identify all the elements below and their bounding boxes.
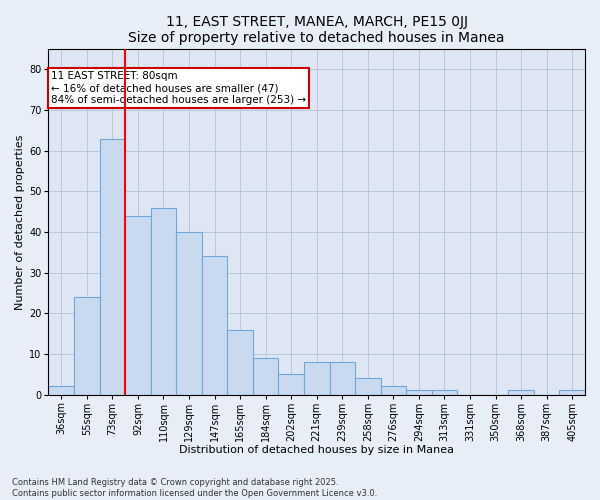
Bar <box>380 386 406 394</box>
Bar <box>406 390 432 394</box>
Bar <box>304 362 329 394</box>
Bar <box>176 232 202 394</box>
Bar <box>559 390 585 394</box>
Bar <box>355 378 380 394</box>
Bar <box>278 374 304 394</box>
Bar <box>100 138 125 394</box>
Y-axis label: Number of detached properties: Number of detached properties <box>15 134 25 310</box>
Bar <box>151 208 176 394</box>
Text: Contains HM Land Registry data © Crown copyright and database right 2025.
Contai: Contains HM Land Registry data © Crown c… <box>12 478 377 498</box>
Bar <box>329 362 355 394</box>
X-axis label: Distribution of detached houses by size in Manea: Distribution of detached houses by size … <box>179 445 454 455</box>
Title: 11, EAST STREET, MANEA, MARCH, PE15 0JJ
Size of property relative to detached ho: 11, EAST STREET, MANEA, MARCH, PE15 0JJ … <box>128 15 505 45</box>
Bar <box>74 297 100 394</box>
Bar <box>202 256 227 394</box>
Bar <box>227 330 253 394</box>
Bar <box>253 358 278 395</box>
Bar <box>432 390 457 394</box>
Bar <box>125 216 151 394</box>
Text: 11 EAST STREET: 80sqm
← 16% of detached houses are smaller (47)
84% of semi-deta: 11 EAST STREET: 80sqm ← 16% of detached … <box>51 72 306 104</box>
Bar <box>508 390 534 394</box>
Bar <box>49 386 74 394</box>
